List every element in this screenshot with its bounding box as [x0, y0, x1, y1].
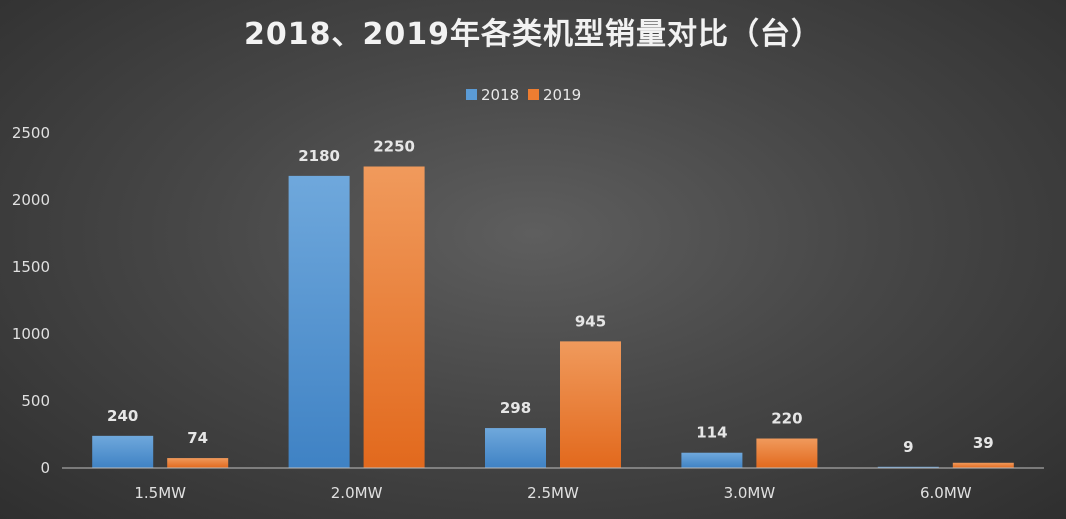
bar-2018-2.5MW: [485, 428, 546, 468]
x-tick-label: 3.0MW: [724, 484, 776, 502]
data-label: 9: [903, 438, 913, 456]
y-axis: 0 500 1000 1500 2000 2500: [12, 124, 50, 477]
x-tick-label: 2.0MW: [331, 484, 383, 502]
data-label: 2250: [373, 138, 415, 156]
data-label: 74: [187, 429, 208, 447]
bar-2018-1.5MW: [92, 435, 154, 468]
bar-2018-2.0MW: [288, 175, 350, 468]
legend-label-2019: 2019: [543, 86, 581, 104]
x-tick-label: 1.5MW: [134, 484, 186, 502]
data-label: 220: [771, 410, 802, 428]
legend-swatch-2018: [466, 89, 477, 100]
data-label: 298: [500, 399, 531, 417]
y-tick-label: 1500: [12, 258, 50, 276]
legend-label-2018: 2018: [481, 86, 519, 104]
legend: 2018 2019: [466, 86, 581, 104]
legend-swatch-2019: [528, 89, 539, 100]
y-tick-label: 0: [40, 459, 50, 477]
y-tick-label: 500: [21, 392, 50, 410]
x-tick-label: 6.0MW: [920, 484, 972, 502]
bar-2019-3.0MW: [756, 438, 818, 468]
bar-2018-6.0MW: [877, 466, 939, 468]
bar-2018-3.0MW: [681, 452, 743, 468]
bar-2019-2.5MW: [560, 341, 621, 468]
data-label: 945: [575, 312, 606, 330]
chart-title: 2018、2019年各类机型销量对比（台）: [244, 17, 822, 52]
bar-2019-1.5MW: [167, 458, 229, 468]
x-axis: 1.5MW 2.0MW 2.5MW 3.0MW 6.0MW: [134, 484, 971, 502]
y-tick-label: 1000: [12, 325, 50, 343]
bars: [92, 166, 1014, 468]
y-tick-label: 2000: [12, 191, 50, 209]
data-label: 114: [696, 424, 727, 442]
data-label: 39: [973, 434, 994, 452]
y-tick-label: 2500: [12, 124, 50, 142]
data-label: 240: [107, 407, 138, 425]
bar-2019-6.0MW: [952, 462, 1014, 468]
data-labels: 240 74 2180 2250 298 945 114 220 9 39: [107, 138, 994, 456]
bar-2019-2.0MW: [363, 166, 425, 468]
data-label: 2180: [298, 147, 340, 165]
x-tick-label: 2.5MW: [527, 484, 579, 502]
